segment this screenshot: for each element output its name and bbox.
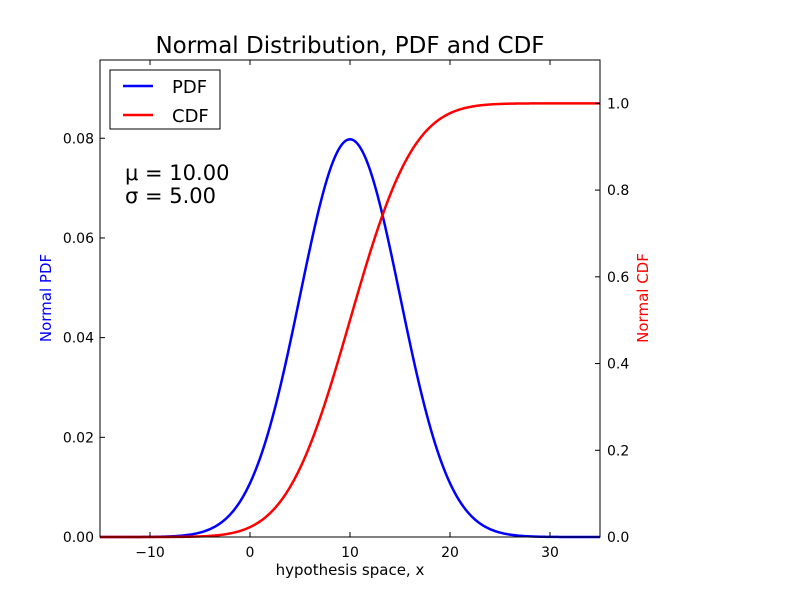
y-right-tick-label: 0.4 xyxy=(607,357,629,373)
series-line-pdf xyxy=(100,138,600,539)
y-right-tick-label: 0.0 xyxy=(607,530,629,546)
x-tick-label: 10 xyxy=(341,545,359,561)
y-left-tick-label: 0.06 xyxy=(63,231,94,247)
y-axis-left-label: Normal PDF xyxy=(37,254,55,342)
x-tick-label: −10 xyxy=(135,545,165,561)
y-right-tick-label: 0.6 xyxy=(607,270,629,286)
plot-frame xyxy=(99,59,601,538)
y-right-tick-label: 0.8 xyxy=(607,183,629,199)
legend-label-pdf: PDF xyxy=(172,77,207,98)
legend: PDF CDF xyxy=(109,69,221,130)
annotation-sigma: σ = 5.00 xyxy=(125,184,216,208)
y-left-tick-label: 0.02 xyxy=(63,430,94,446)
x-tick-label: 20 xyxy=(441,545,459,561)
x-tick-label: 0 xyxy=(246,545,255,561)
annotation-mu: μ = 10.00 xyxy=(125,161,229,185)
x-tick-label: 30 xyxy=(541,545,559,561)
y-left-tick-label: 0.00 xyxy=(63,530,94,546)
y-axis-right-label: Normal CDF xyxy=(634,253,652,343)
y-left-tick-label: 0.04 xyxy=(63,331,94,347)
legend-box xyxy=(109,69,221,130)
legend-label-cdf: CDF xyxy=(172,106,209,127)
x-axis-label: hypothesis space, x xyxy=(276,561,425,579)
y-right-tick-label: 0.2 xyxy=(607,443,629,459)
chart-title: Normal Distribution, PDF and CDF xyxy=(155,33,544,59)
y-left-tick-label: 0.08 xyxy=(63,131,94,147)
y-right-tick-label: 1.0 xyxy=(607,96,629,112)
